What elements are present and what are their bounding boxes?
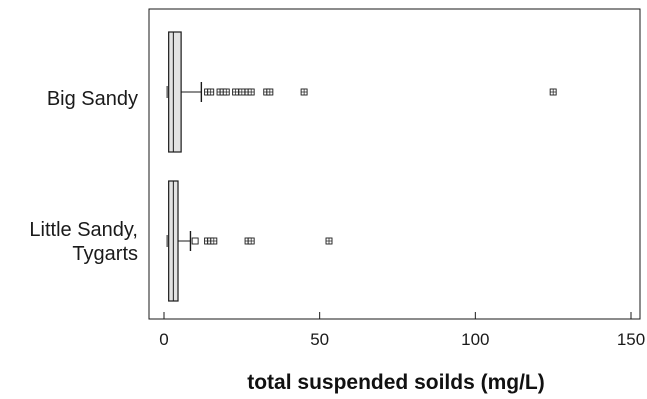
box-0 (166, 31, 203, 153)
outlier-points (191, 88, 557, 245)
x-axis-tick-labels: 0 50 100 150 (159, 330, 645, 349)
outlier-point (210, 237, 218, 245)
outlier-point (247, 88, 255, 96)
category-label-big-sandy: Big Sandy (47, 88, 138, 110)
x-tick-label-100: 100 (461, 330, 489, 349)
x-tick-label-0: 0 (159, 330, 168, 349)
box-series (166, 31, 203, 302)
outlier-point (325, 237, 333, 245)
outlier-point (207, 88, 215, 96)
outlier-point (300, 88, 308, 96)
plot-frame (148, 8, 641, 320)
category-label-little-sandy-line-2: Tygarts (72, 243, 138, 265)
outlier-point (232, 88, 240, 96)
x-tick-label-50: 50 (310, 330, 329, 349)
outlier-point (191, 237, 199, 245)
box-1 (166, 180, 192, 302)
outlier-point (222, 88, 230, 96)
outlier-point (549, 88, 557, 96)
x-tick-label-150: 150 (617, 330, 645, 349)
outlier-point (266, 88, 274, 96)
outlier-point (247, 237, 255, 245)
category-label-little-sandy-line-1: Little Sandy, (29, 219, 138, 241)
outlier-point (238, 88, 246, 96)
box-iqr (168, 31, 182, 153)
x-axis-ticks (163, 312, 632, 319)
x-axis-title: total suspended soilds (mg/L) (247, 371, 545, 394)
